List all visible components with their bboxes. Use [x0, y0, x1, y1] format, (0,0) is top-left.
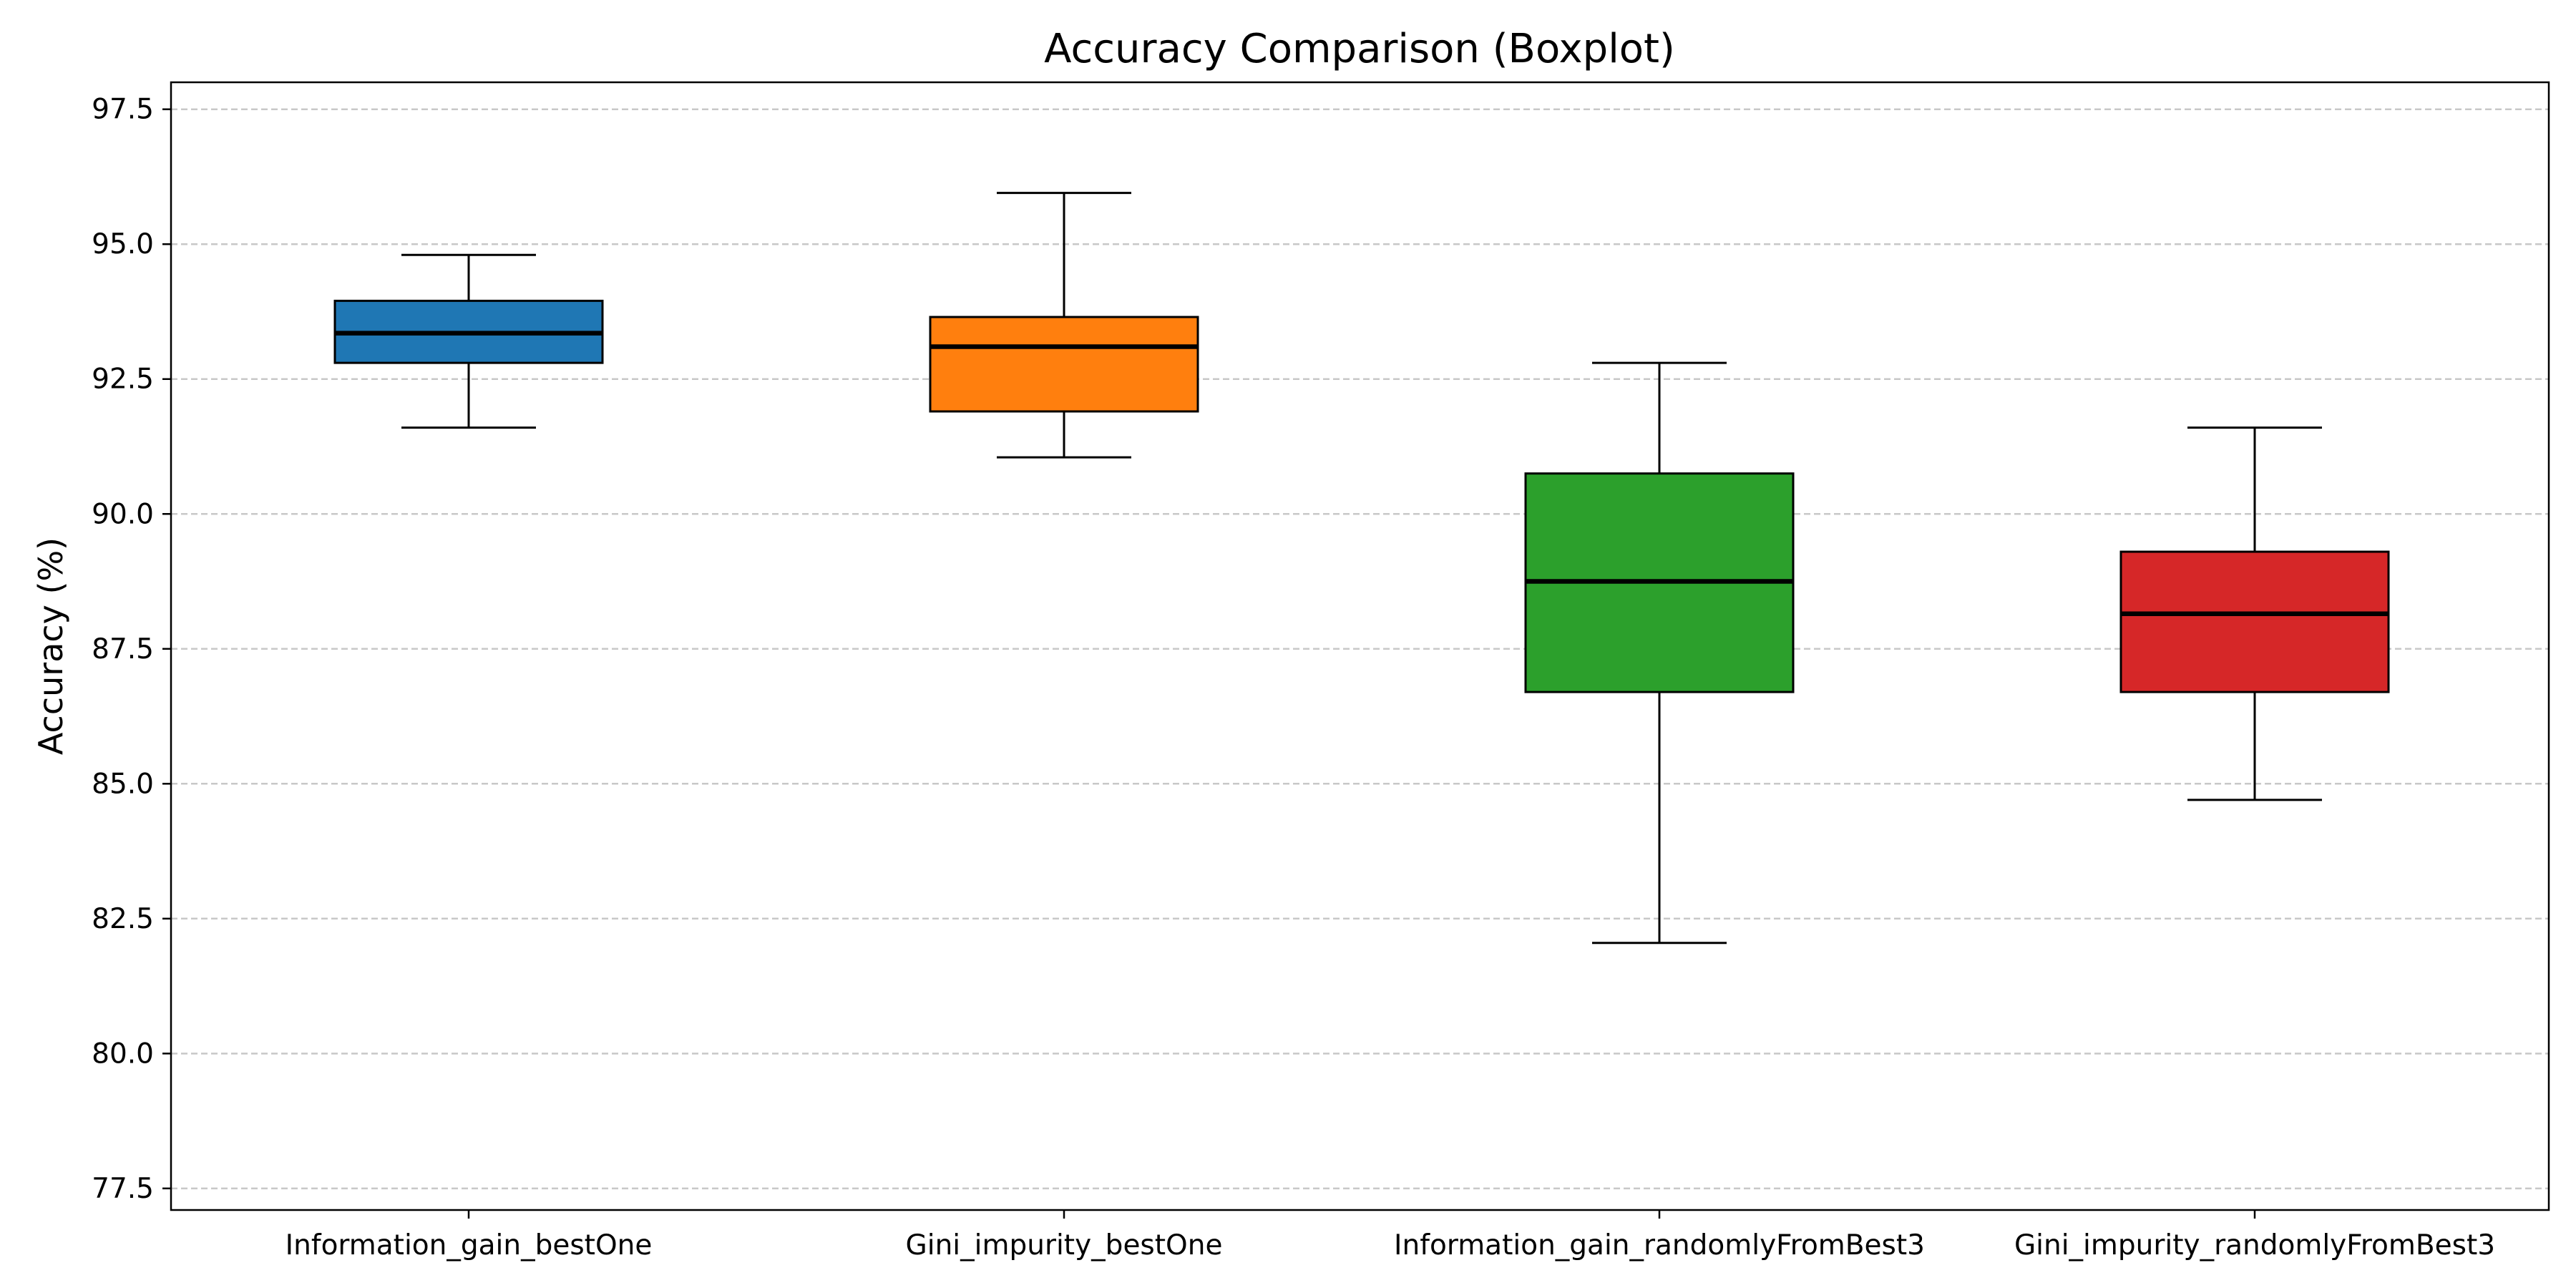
grid-lines — [171, 108, 2549, 1190]
x-axis: Information_gain_bestOne Gini_impurity_be… — [286, 1210, 2495, 1262]
x-tick-label: Gini_impurity_randomlyFromBest3 — [2014, 1229, 2495, 1262]
y-tick-label: 85.0 — [92, 768, 154, 800]
box-1 — [333, 253, 604, 429]
y-tick-label: 95.0 — [92, 228, 154, 260]
box-2 — [929, 192, 1199, 459]
iqr-box — [929, 316, 1199, 413]
box-4 — [2119, 426, 2390, 801]
x-tick-label: Gini_impurity_bestOne — [906, 1229, 1223, 1262]
y-axis: 77.5 80.0 82.5 85.0 87.5 90.0 92.5 95.0 97.5 — [92, 94, 171, 1205]
plot-frame — [170, 81, 2550, 1211]
y-tick-label: 87.5 — [92, 633, 154, 665]
y-tick-label: 97.5 — [92, 94, 154, 126]
y-axis-label: Accuracy (%) — [31, 537, 70, 755]
chart-title: Accuracy Comparison (Boxplot) — [1044, 26, 1675, 72]
y-tick-label: 82.5 — [92, 903, 154, 935]
y-tick-label: 77.5 — [92, 1173, 154, 1205]
y-tick-label: 92.5 — [92, 364, 154, 396]
iqr-box — [2119, 550, 2390, 693]
y-tick-label: 80.0 — [92, 1038, 154, 1070]
y-tick-label: 90.0 — [92, 498, 154, 530]
box-series — [333, 192, 2390, 945]
x-tick-label: Information_gain_randomlyFromBest3 — [1394, 1229, 1925, 1262]
x-tick-label: Information_gain_bestOne — [286, 1229, 653, 1262]
box-3 — [1524, 361, 1795, 945]
